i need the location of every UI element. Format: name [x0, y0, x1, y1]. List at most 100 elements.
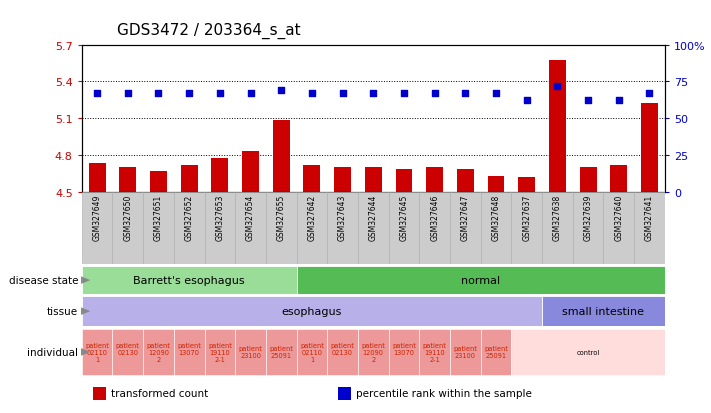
Text: GSM327652: GSM327652: [185, 194, 193, 240]
Text: GSM327644: GSM327644: [369, 194, 378, 240]
Bar: [82, 297, 542, 326]
Text: patient
12090
2: patient 12090 2: [146, 342, 171, 362]
Text: GSM327648: GSM327648: [491, 194, 501, 240]
Bar: [235, 329, 266, 375]
Bar: [338, 387, 351, 400]
Text: GSM327646: GSM327646: [430, 194, 439, 240]
Point: [459, 90, 471, 97]
Bar: [511, 192, 542, 264]
Bar: [334, 168, 351, 192]
Text: individual: individual: [27, 347, 78, 357]
Bar: [173, 329, 205, 375]
Bar: [266, 192, 296, 264]
Bar: [150, 171, 167, 192]
Bar: [457, 170, 474, 192]
Polygon shape: [81, 348, 90, 356]
Bar: [542, 297, 665, 326]
Bar: [296, 266, 665, 294]
Bar: [634, 192, 665, 264]
Point: [429, 90, 440, 97]
Text: patient
25091: patient 25091: [269, 346, 293, 358]
Bar: [93, 387, 106, 400]
Point: [183, 90, 195, 97]
Text: patient
23100: patient 23100: [454, 346, 477, 358]
Bar: [181, 165, 198, 192]
Bar: [327, 329, 358, 375]
Bar: [518, 177, 535, 192]
Text: GSM327649: GSM327649: [92, 194, 102, 240]
Text: patient
13070: patient 13070: [177, 342, 201, 362]
Text: transformed count: transformed count: [111, 388, 208, 399]
Point: [214, 90, 225, 97]
Bar: [173, 192, 205, 264]
Bar: [112, 192, 143, 264]
Text: GSM327651: GSM327651: [154, 194, 163, 240]
Bar: [511, 329, 665, 375]
Text: GSM327640: GSM327640: [614, 194, 624, 240]
Bar: [365, 168, 382, 192]
Bar: [304, 165, 321, 192]
Bar: [235, 192, 266, 264]
Polygon shape: [81, 308, 90, 315]
Bar: [143, 329, 173, 375]
Text: patient
19110
2-1: patient 19110 2-1: [423, 342, 447, 362]
Bar: [488, 176, 505, 192]
Bar: [82, 266, 296, 294]
Point: [92, 90, 103, 97]
Text: patient
13070: patient 13070: [392, 342, 416, 362]
Text: GSM327645: GSM327645: [400, 194, 408, 240]
Text: normal: normal: [461, 275, 501, 285]
Text: GSM327638: GSM327638: [553, 194, 562, 240]
Bar: [419, 329, 450, 375]
Text: GSM327647: GSM327647: [461, 194, 470, 240]
Bar: [82, 192, 112, 264]
Text: GSM327653: GSM327653: [215, 194, 225, 240]
Text: patient
19110
2-1: patient 19110 2-1: [208, 342, 232, 362]
Bar: [395, 170, 412, 192]
Text: GSM327642: GSM327642: [307, 194, 316, 240]
Point: [643, 90, 655, 97]
Text: GSM327654: GSM327654: [246, 194, 255, 240]
Bar: [542, 192, 573, 264]
Text: control: control: [577, 349, 599, 355]
Bar: [358, 192, 389, 264]
Text: small intestine: small intestine: [562, 306, 644, 316]
Bar: [419, 192, 450, 264]
Bar: [82, 329, 112, 375]
Bar: [610, 165, 627, 192]
Text: esophagus: esophagus: [282, 306, 342, 316]
Point: [398, 90, 410, 97]
Point: [521, 98, 533, 104]
Text: patient
02130: patient 02130: [331, 342, 355, 362]
Text: GSM327650: GSM327650: [123, 194, 132, 240]
Point: [245, 90, 256, 97]
Bar: [296, 192, 327, 264]
Bar: [579, 168, 597, 192]
Point: [337, 90, 348, 97]
Text: patient
23100: patient 23100: [239, 346, 262, 358]
Point: [582, 98, 594, 104]
Bar: [205, 192, 235, 264]
Bar: [641, 104, 658, 192]
Bar: [205, 329, 235, 375]
Point: [613, 98, 624, 104]
Text: GSM327655: GSM327655: [277, 194, 286, 240]
Text: patient
02110
1: patient 02110 1: [300, 342, 324, 362]
Text: GDS3472 / 203364_s_at: GDS3472 / 203364_s_at: [117, 23, 301, 39]
Bar: [211, 159, 228, 192]
Point: [306, 90, 318, 97]
Text: disease state: disease state: [9, 275, 78, 285]
Point: [153, 90, 164, 97]
Bar: [242, 152, 259, 192]
Point: [122, 90, 134, 97]
Bar: [143, 192, 173, 264]
Text: GSM327639: GSM327639: [584, 194, 592, 240]
Bar: [389, 192, 419, 264]
Bar: [112, 329, 143, 375]
Point: [276, 88, 287, 94]
Text: patient
12090
2: patient 12090 2: [361, 342, 385, 362]
Bar: [450, 329, 481, 375]
Text: GSM327641: GSM327641: [645, 194, 654, 240]
Bar: [119, 168, 137, 192]
Bar: [273, 121, 289, 192]
